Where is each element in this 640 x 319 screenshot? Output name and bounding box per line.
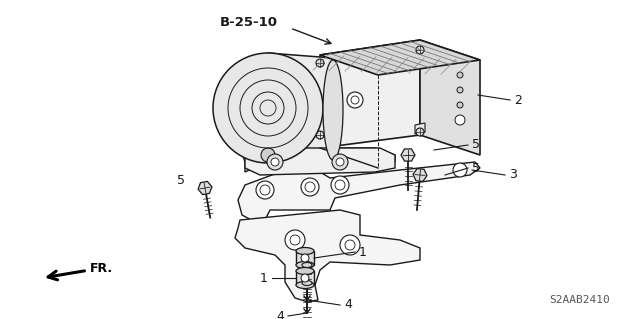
Polygon shape — [238, 148, 480, 222]
Polygon shape — [401, 149, 415, 161]
Circle shape — [285, 230, 305, 250]
Circle shape — [305, 182, 315, 192]
Polygon shape — [415, 48, 425, 59]
Circle shape — [301, 254, 309, 262]
Ellipse shape — [213, 53, 323, 163]
Polygon shape — [235, 210, 420, 302]
Polygon shape — [268, 53, 333, 163]
Polygon shape — [320, 40, 420, 148]
Circle shape — [301, 178, 319, 196]
Polygon shape — [420, 40, 480, 155]
Polygon shape — [315, 128, 325, 139]
Circle shape — [316, 59, 324, 67]
Text: 3: 3 — [509, 168, 517, 182]
Ellipse shape — [296, 248, 314, 255]
Polygon shape — [315, 63, 325, 74]
Circle shape — [457, 87, 463, 93]
Polygon shape — [413, 169, 427, 181]
Text: FR.: FR. — [48, 262, 113, 280]
Circle shape — [260, 185, 270, 195]
Circle shape — [457, 102, 463, 108]
Circle shape — [332, 154, 348, 170]
Circle shape — [453, 163, 467, 177]
Bar — [296, 271, 314, 285]
Circle shape — [336, 158, 344, 166]
Text: 5: 5 — [472, 161, 480, 174]
Text: S2AAB2410: S2AAB2410 — [549, 295, 610, 305]
Circle shape — [331, 176, 349, 194]
Circle shape — [457, 72, 463, 78]
Circle shape — [340, 235, 360, 255]
Ellipse shape — [296, 262, 314, 269]
Polygon shape — [198, 182, 212, 195]
Polygon shape — [240, 145, 305, 162]
Circle shape — [256, 181, 274, 199]
Circle shape — [261, 148, 275, 162]
Polygon shape — [245, 148, 395, 175]
Text: 5: 5 — [472, 138, 480, 152]
Bar — [296, 251, 314, 265]
Polygon shape — [415, 123, 425, 134]
Ellipse shape — [302, 263, 312, 268]
Circle shape — [345, 240, 355, 250]
Circle shape — [271, 158, 279, 166]
Text: 4: 4 — [344, 299, 352, 311]
Circle shape — [335, 180, 345, 190]
Text: 1: 1 — [359, 246, 367, 258]
Ellipse shape — [302, 280, 312, 286]
Circle shape — [351, 96, 359, 104]
Ellipse shape — [323, 60, 343, 160]
Circle shape — [416, 128, 424, 136]
Ellipse shape — [296, 268, 314, 275]
Text: 5: 5 — [177, 174, 185, 187]
Circle shape — [267, 154, 283, 170]
Polygon shape — [320, 40, 480, 75]
Circle shape — [455, 115, 465, 125]
Circle shape — [290, 235, 300, 245]
Text: 4: 4 — [276, 309, 284, 319]
Circle shape — [301, 274, 309, 282]
Ellipse shape — [296, 281, 314, 288]
Text: 2: 2 — [514, 93, 522, 107]
Circle shape — [316, 131, 324, 139]
Text: B-25-10: B-25-10 — [220, 16, 278, 28]
Circle shape — [416, 46, 424, 54]
Circle shape — [347, 92, 363, 108]
Text: 1: 1 — [260, 271, 268, 285]
